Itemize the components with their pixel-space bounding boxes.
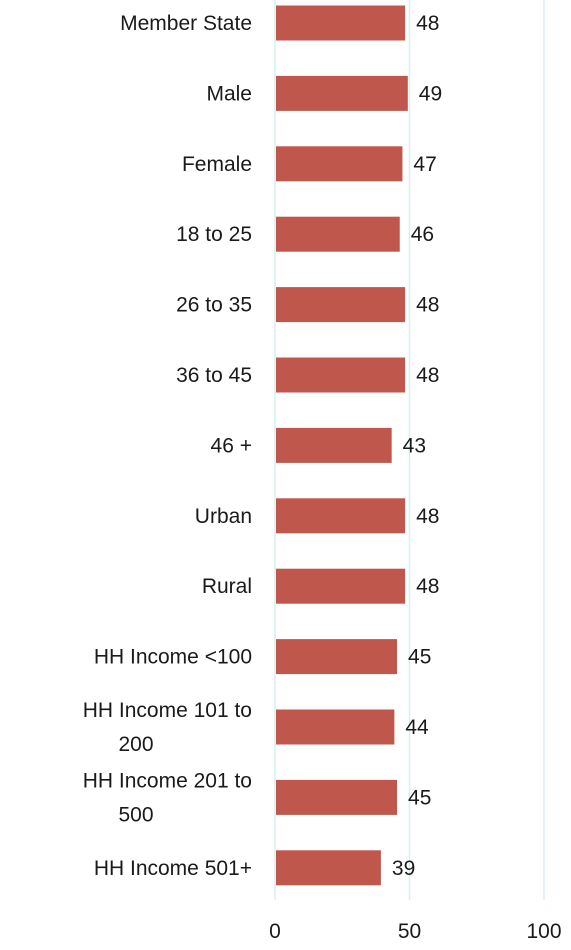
- data-label-10: 44: [405, 716, 429, 739]
- category-label-1: Male: [206, 82, 252, 105]
- bar-12: [276, 850, 381, 886]
- data-label-11: 45: [408, 786, 431, 809]
- x-tick-label-100: 100: [526, 920, 561, 943]
- category-label-line: 200: [118, 733, 153, 756]
- category-label-4: 26 to 35: [176, 294, 252, 317]
- x-tick-label-0: 0: [269, 920, 281, 943]
- bar-9: [276, 639, 398, 675]
- category-label-12: HH Income 501+: [94, 857, 252, 880]
- category-label-8: Rural: [202, 575, 252, 598]
- data-label-7: 48: [416, 505, 439, 528]
- bar-4: [276, 287, 406, 323]
- bar-8: [276, 568, 406, 604]
- bar-11: [276, 779, 398, 815]
- bar-7: [276, 498, 406, 534]
- bar-10: [276, 709, 395, 745]
- category-label-10: HH Income 101 to 200: [83, 699, 252, 756]
- data-label-6: 43: [403, 434, 426, 457]
- bar-1: [276, 75, 408, 111]
- data-label-1: 49: [419, 82, 442, 105]
- category-label-3: 18 to 25: [176, 223, 252, 246]
- category-label-line: HH Income 101 to: [83, 699, 252, 722]
- data-label-3: 46: [411, 223, 434, 246]
- category-label-6: 46 +: [211, 434, 252, 457]
- bar-3: [276, 216, 400, 252]
- data-label-2: 47: [413, 153, 436, 176]
- category-label-0: Member State: [120, 12, 252, 35]
- data-label-8: 48: [416, 575, 439, 598]
- data-label-0: 48: [416, 12, 439, 35]
- bar-0: [276, 5, 406, 41]
- category-label-9: HH Income <100: [94, 646, 252, 669]
- data-label-12: 39: [392, 857, 415, 880]
- category-label-7: Urban: [195, 505, 252, 528]
- category-label-2: Female: [182, 153, 252, 176]
- bar-2: [276, 146, 403, 182]
- category-label-11: HH Income 201 to 500: [83, 769, 252, 826]
- data-label-5: 48: [416, 364, 439, 387]
- bar-6: [276, 427, 392, 463]
- category-label-line: HH Income 201 to: [83, 769, 252, 792]
- x-tick-label-50: 50: [398, 920, 421, 943]
- data-label-9: 45: [408, 646, 431, 669]
- category-label-line: 500: [118, 803, 153, 826]
- bar-5: [276, 357, 406, 393]
- data-label-4: 48: [416, 294, 439, 317]
- category-label-5: 36 to 45: [176, 364, 252, 387]
